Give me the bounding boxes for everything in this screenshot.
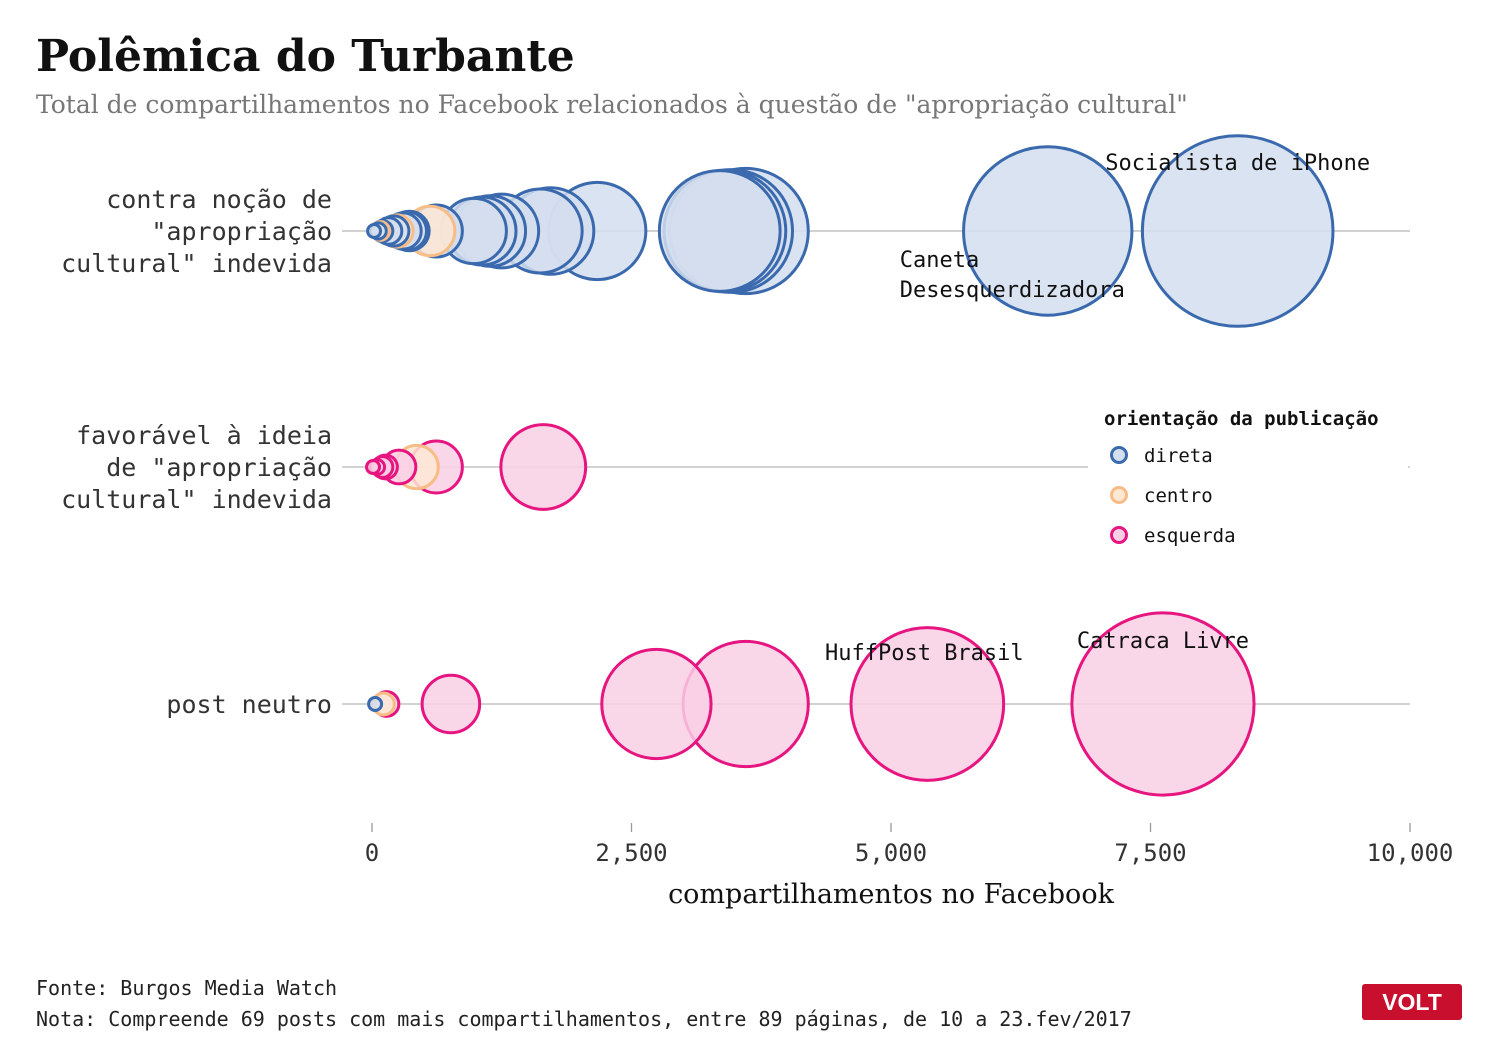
annotation-label: Caneta Desesquerdizadora (900, 248, 1125, 303)
annotation-line: Desesquerdizadora (900, 278, 1125, 303)
x-tick-label: 10,000 (1367, 839, 1454, 867)
legend: orientação da publicação direta centro esq… (1088, 398, 1408, 558)
logo-text: VOLT (1382, 989, 1442, 1015)
legend-marker-centro (1110, 486, 1128, 504)
x-tick-label: 2,500 (595, 839, 667, 867)
legend-marker-direita (1110, 446, 1128, 464)
annotation-line: HuffPost Brasil (825, 641, 1024, 666)
bubble-esquerda (1070, 611, 1256, 797)
volt-logo: VOLT (1362, 984, 1462, 1020)
annotation-line: Catraca Livre (1077, 629, 1249, 654)
category-label-line: de "apropriação (106, 453, 332, 482)
x-tick-label: 0 (365, 839, 379, 867)
x-tick-label: 5,000 (855, 839, 927, 867)
x-tick-label: 7,500 (1114, 839, 1186, 867)
category-label-neutro: post neutro (166, 690, 332, 719)
logo-background (1362, 984, 1462, 1020)
category-labels: contra noção de "apropriação cultural" ind… (61, 185, 332, 719)
bubble-esquerda (420, 673, 482, 735)
legend-label-esquerda: esquerda (1144, 525, 1236, 547)
chart-title: Polêmica do Turbante (36, 31, 575, 82)
x-axis: 0 2,500 5,000 7,500 10,000 (365, 823, 1454, 867)
legend-label-centro: centro (1144, 485, 1213, 507)
annotation-label: HuffPost Brasil (825, 641, 1024, 666)
category-label-line: "apropriação (151, 217, 332, 246)
bubble-direita (657, 169, 782, 293)
legend-items: direta centro esquerda (1110, 445, 1236, 547)
category-label-line: cultural" indevida (61, 485, 332, 514)
annotation-label: Catraca Livre (1077, 629, 1249, 654)
category-label-line: favorável à ideia (76, 421, 332, 450)
legend-title: orientação da publicação (1104, 408, 1379, 430)
footnote: Nota: Compreende 69 posts com mais compa… (36, 1007, 1132, 1031)
bubble-annotations: Caneta Desesquerdizadora Socialista de iPh… (825, 151, 1370, 666)
bubble-direita (366, 223, 383, 239)
bubble-esquerda (499, 423, 588, 511)
chart-subtitle: Total de compartilhamentos no Facebook r… (36, 90, 1188, 119)
bubble-direita (1140, 134, 1335, 328)
category-label-contra: contra noção de "apropriação cultural" ind… (61, 185, 332, 278)
legend-marker-esquerda (1110, 526, 1128, 544)
bubble-esquerda (600, 647, 713, 761)
annotation-line: Caneta (900, 248, 979, 273)
legend-label-direita: direta (1144, 445, 1213, 467)
category-label-line: post neutro (166, 690, 332, 719)
legend-background (1088, 398, 1408, 558)
bubble-direita (367, 696, 384, 712)
category-label-line: contra noção de (106, 185, 332, 214)
bubble-esquerda (849, 626, 1006, 782)
annotation-line: Socialista de iPhone (1105, 151, 1370, 176)
x-axis-label: compartilhamentos no Facebook (668, 879, 1115, 910)
annotation-label: Socialista de iPhone (1105, 151, 1370, 176)
bubble-direita (962, 145, 1134, 317)
category-label-line: cultural" indevida (61, 249, 332, 278)
bubble-esquerda (365, 459, 382, 475)
category-label-favoravel: favorável à ideia de "apropriação cultural… (61, 421, 332, 514)
bubbles (365, 134, 1335, 797)
source-note: Fonte: Burgos Media Watch (36, 976, 337, 1000)
